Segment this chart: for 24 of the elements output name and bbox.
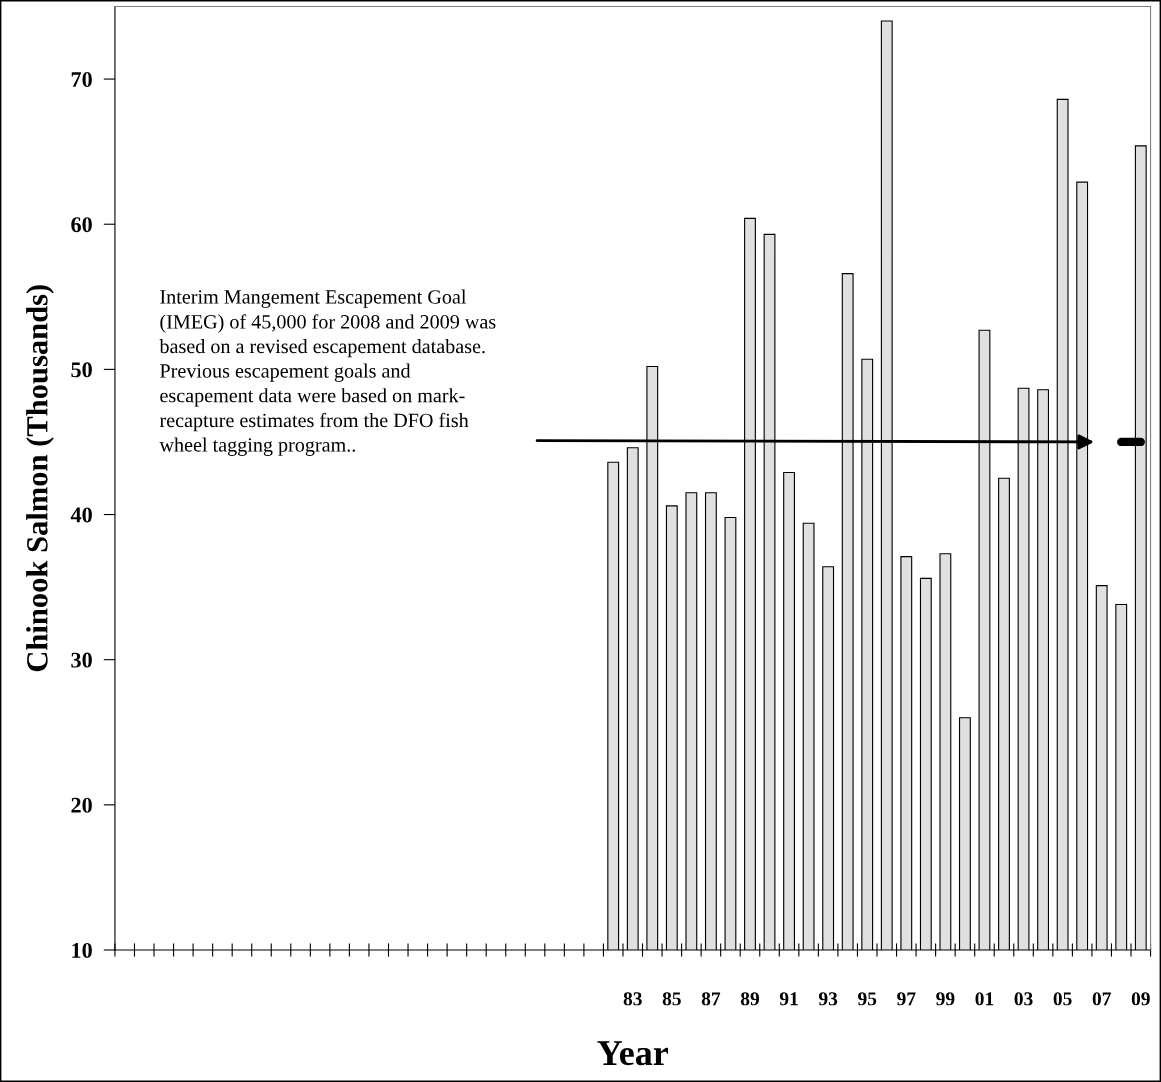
- annotation: Interim Mangement Escapement Goal (IMEG) of 45,000 for 2008 and 2009 was based on a revised escapement database. Previous escapement goals and escapement data were based on mark- recapture estimates from the DFO fish wheel tagging program..: [159, 289, 496, 456]
- y-tick-label: 10: [72, 942, 92, 958]
- x-tick-label: 93: [818, 992, 838, 1006]
- y-tick-label: 70: [71, 72, 92, 87]
- x-tick-label: 97: [897, 992, 916, 1006]
- y-tick-label: 50: [71, 362, 92, 378]
- x-axis-title: Year: [597, 1041, 669, 1066]
- x-tick-label: 83: [623, 992, 642, 1006]
- y-tick-label: 20: [71, 797, 92, 813]
- x-tick-label: 91: [779, 992, 798, 1006]
- y-tick-label: 40: [70, 507, 92, 523]
- x-tick-label: 85: [662, 992, 681, 1006]
- x-tick-label: 09: [1131, 992, 1150, 1006]
- y-tick-label: 30: [71, 652, 92, 668]
- x-tick-label: 03: [1014, 992, 1033, 1006]
- y-axis-title: Chinook Salmon (Thousands): [26, 285, 54, 672]
- x-tick-label: 95: [858, 992, 877, 1006]
- y-tick-label: 60: [71, 217, 92, 233]
- x-tick-label: 05: [1053, 992, 1072, 1006]
- x-tick-label: 01: [975, 992, 994, 1006]
- x-tick-label: 89: [740, 992, 759, 1006]
- x-tick-label: 87: [701, 992, 721, 1006]
- x-tick-label: 99: [936, 992, 955, 1006]
- x-tick-label: 07: [1092, 992, 1111, 1006]
